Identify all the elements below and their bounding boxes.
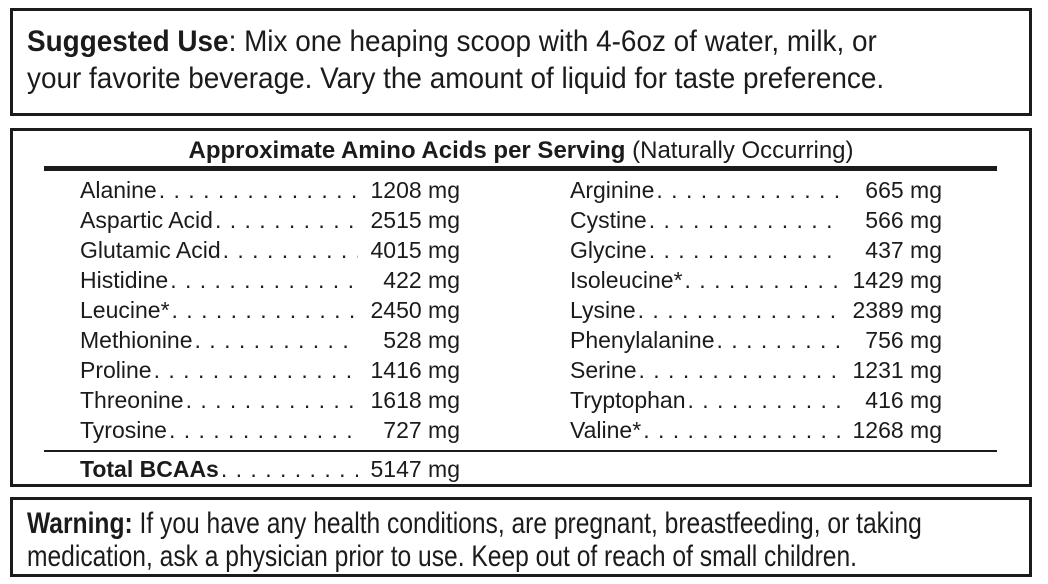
total-bcaas-label: Total BCAAs <box>80 456 219 482</box>
amino-row-alanine: Alanine 1208 mg <box>80 175 460 205</box>
amino-row-isoleucine: Isoleucine* 1429 mg <box>570 265 942 295</box>
dot-leader <box>688 385 841 415</box>
dot-leader <box>195 325 358 355</box>
dot-leader <box>649 205 840 235</box>
amino-row-leucine: Leucine* 2450 mg <box>80 295 460 325</box>
amino-name: Methionine <box>80 327 193 353</box>
amino-name: Serine <box>570 357 637 383</box>
amino-name: Proline <box>80 357 152 383</box>
suggested-use-line1: Suggested Use: Mix one heaping scoop wit… <box>27 23 946 60</box>
amino-value: 1231 mg <box>852 357 942 383</box>
warning-label: Warning: <box>27 507 133 540</box>
amino-row-tryptophan: Tryptophan 416 mg <box>570 385 942 415</box>
amino-column-right: Arginine 665 mg Cystine 566 mg Glycine 437 … <box>570 175 942 445</box>
amino-name: Alanine <box>80 177 157 203</box>
amino-row-proline: Proline 1416 mg <box>80 355 460 385</box>
amino-row-valine: Valine* 1268 mg <box>570 415 942 445</box>
amino-row-cystine: Cystine 566 mg <box>570 205 942 235</box>
dot-leader <box>638 295 840 325</box>
dot-leader <box>154 355 358 385</box>
total-bcaas-row: Total BCAAs 5147 mg <box>80 455 460 483</box>
amino-name: Valine* <box>570 417 642 443</box>
dot-leader <box>159 175 358 205</box>
amino-row-arginine: Arginine 665 mg <box>570 175 942 205</box>
suggested-use-label: Suggested Use <box>27 25 229 58</box>
dot-leader <box>638 355 840 385</box>
dot-leader <box>643 415 840 445</box>
dot-leader <box>215 205 358 235</box>
amino-row-phenylalanine: Phenylalanine 756 mg <box>570 325 942 355</box>
amino-value: 2515 mg <box>370 207 460 233</box>
amino-value: 4015 mg <box>370 237 460 263</box>
amino-row-tyrosine: Tyrosine 727 mg <box>80 415 460 445</box>
amino-value: 756 mg <box>865 327 942 353</box>
amino-name: Threonine <box>80 387 184 413</box>
amino-value: 2389 mg <box>852 297 942 323</box>
amino-name: Leucine* <box>80 297 170 323</box>
dot-leader <box>169 415 358 445</box>
amino-value: 437 mg <box>865 237 942 263</box>
amino-row-threonine: Threonine 1618 mg <box>80 385 460 415</box>
amino-table-title-note: (Naturally Occurring) <box>625 137 854 164</box>
amino-value: 1416 mg <box>370 357 460 383</box>
amino-row-glutamic-acid: Glutamic Acid 4015 mg <box>80 235 460 265</box>
dot-leader <box>172 295 358 325</box>
suggested-use-box: Suggested Use: Mix one heaping scoop wit… <box>10 8 1032 116</box>
amino-table-title-bold: Approximate Amino Acids per Serving <box>188 137 626 164</box>
amino-name: Glutamic Acid <box>80 237 221 263</box>
amino-name: Cystine <box>570 207 647 233</box>
dot-leader <box>170 265 358 295</box>
total-bcaas-value: 5147 mg <box>370 456 460 482</box>
warning-box: Warning: If you have any health conditio… <box>10 497 1032 577</box>
warning-text1: If you have any health conditions, are p… <box>132 507 922 540</box>
amino-value: 566 mg <box>865 207 942 233</box>
amino-name: Arginine <box>570 177 655 203</box>
amino-row-histidine: Histidine 422 mg <box>80 265 460 295</box>
dot-leader <box>717 325 840 355</box>
amino-value: 1208 mg <box>370 177 460 203</box>
total-rule <box>44 450 997 452</box>
amino-name: Lysine <box>570 297 636 323</box>
suggested-use-text1: : Mix one heaping scoop with 4-6oz of wa… <box>228 25 877 58</box>
amino-row-methionine: Methionine 528 mg <box>80 325 460 355</box>
dot-leader <box>656 175 840 205</box>
suggested-use-line2: your favorite beverage. Vary the amount … <box>27 62 885 95</box>
amino-row-lysine: Lysine 2389 mg <box>570 295 942 325</box>
amino-name: Glycine <box>570 237 647 263</box>
amino-row-glycine: Glycine 437 mg <box>570 235 942 265</box>
amino-value: 2450 mg <box>370 297 460 323</box>
amino-value: 528 mg <box>383 327 460 353</box>
dot-leader <box>186 385 358 415</box>
amino-value: 727 mg <box>383 417 460 443</box>
amino-column-left: Alanine 1208 mg Aspartic Acid 2515 mg Glut… <box>80 175 460 445</box>
amino-value: 422 mg <box>383 267 460 293</box>
amino-value: 1268 mg <box>852 417 942 443</box>
amino-value: 416 mg <box>865 387 942 413</box>
amino-row-aspartic-acid: Aspartic Acid 2515 mg <box>80 205 460 235</box>
amino-value: 1429 mg <box>852 267 942 293</box>
amino-table: Alanine 1208 mg Aspartic Acid 2515 mg Glut… <box>13 175 1029 445</box>
dot-leader <box>223 235 358 265</box>
amino-row-serine: Serine 1231 mg <box>570 355 942 385</box>
amino-name: Tyrosine <box>80 417 167 443</box>
amino-name: Aspartic Acid <box>80 207 213 233</box>
amino-value: 1618 mg <box>370 387 460 413</box>
amino-name: Isoleucine* <box>570 267 683 293</box>
amino-value: 665 mg <box>865 177 942 203</box>
dot-leader <box>221 455 358 483</box>
amino-name: Histidine <box>80 267 169 293</box>
dot-leader <box>685 265 840 295</box>
warning-line2: medication, ask a physician prior to use… <box>27 540 858 573</box>
amino-table-title: Approximate Amino Acids per Serving (Nat… <box>13 136 1029 166</box>
amino-name: Tryptophan <box>570 387 686 413</box>
header-rule <box>44 166 997 171</box>
dot-leader <box>649 235 840 265</box>
amino-acids-box: Approximate Amino Acids per Serving (Nat… <box>10 128 1032 487</box>
warning-line1: Warning: If you have any health conditio… <box>27 507 922 540</box>
amino-name: Phenylalanine <box>570 327 715 353</box>
